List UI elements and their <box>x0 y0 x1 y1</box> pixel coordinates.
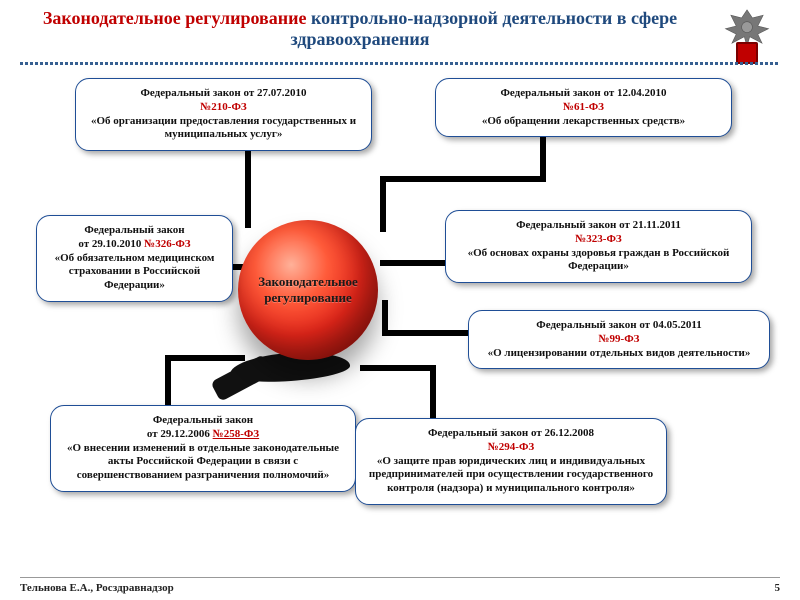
law-box-294: Федеральный закон от 26.12.2008 №294-ФЗ … <box>355 418 667 505</box>
law-mid: от 29.12.2006 №258-ФЗ <box>61 428 345 442</box>
title-red: Законодательное регулирование <box>43 8 307 28</box>
law-post: «Об обращении лекарственных средств» <box>446 115 721 129</box>
law-pre: Федеральный закон <box>47 224 222 238</box>
law-post: «Об обязательном медицинском страховании… <box>47 252 222 293</box>
law-pre: Федеральный закон от 12.04.2010 <box>446 87 721 101</box>
footer-rule <box>20 577 780 578</box>
header-rule <box>20 62 780 65</box>
law-num: №294-ФЗ <box>366 441 656 455</box>
law-post: «Об основах охраны здоровья граждан в Ро… <box>456 247 741 275</box>
law-box-323: Федеральный закон от 21.11.2011 №323-ФЗ … <box>445 210 752 283</box>
connector <box>383 176 546 182</box>
law-num: №61-ФЗ <box>446 101 721 115</box>
connector <box>245 148 251 228</box>
center-sphere: Законодательное регулирование <box>238 220 378 360</box>
law-num: №210-ФЗ <box>86 101 361 115</box>
law-post: «О внесении изменений в отдельные законо… <box>61 442 345 483</box>
center-label: Законодательное регулирование <box>238 220 378 360</box>
slide: Законодательное регулирование контрольно… <box>0 0 800 600</box>
law-mid: от 29.10.2010 №326-ФЗ <box>47 238 222 252</box>
law-num: №323-ФЗ <box>456 233 741 247</box>
law-num: №99-ФЗ <box>479 333 759 347</box>
center-node: Законодательное регулирование <box>220 220 390 390</box>
law-pre: Федеральный закон от 04.05.2011 <box>479 319 759 333</box>
page-number: 5 <box>775 582 781 594</box>
connector <box>165 358 171 408</box>
law-box-61: Федеральный закон от 12.04.2010 №61-ФЗ «… <box>435 78 732 137</box>
law-post: «О лицензировании отдельных видов деятел… <box>479 347 759 361</box>
connector <box>540 136 546 176</box>
law-box-99: Федеральный закон от 04.05.2011 №99-ФЗ «… <box>468 310 770 369</box>
law-post: «Об организации предоставления государст… <box>86 115 361 143</box>
law-box-210: Федеральный закон от 27.07.2010 №210-ФЗ … <box>75 78 372 151</box>
state-emblem <box>712 4 782 64</box>
footer: Тельнова Е.А., Росздравнадзор 5 <box>20 582 780 594</box>
title-blue: контрольно-надзорной деятельности в сфер… <box>290 8 677 49</box>
connector <box>430 368 436 420</box>
law-box-326: Федеральный закон от 29.10.2010 №326-ФЗ … <box>36 215 233 302</box>
footer-author: Тельнова Е.А., Росздравнадзор <box>20 582 174 594</box>
law-pre: Федеральный закон <box>61 414 345 428</box>
slide-title: Законодательное регулирование контрольно… <box>20 8 700 50</box>
law-post: «О защите прав юридических лиц и индивид… <box>366 455 656 496</box>
law-pre: Федеральный закон от 26.12.2008 <box>366 427 656 441</box>
law-box-258: Федеральный закон от 29.12.2006 №258-ФЗ … <box>50 405 356 492</box>
law-pre: Федеральный закон от 27.07.2010 <box>86 87 361 101</box>
law-pre: Федеральный закон от 21.11.2011 <box>456 219 741 233</box>
connector <box>385 330 468 336</box>
